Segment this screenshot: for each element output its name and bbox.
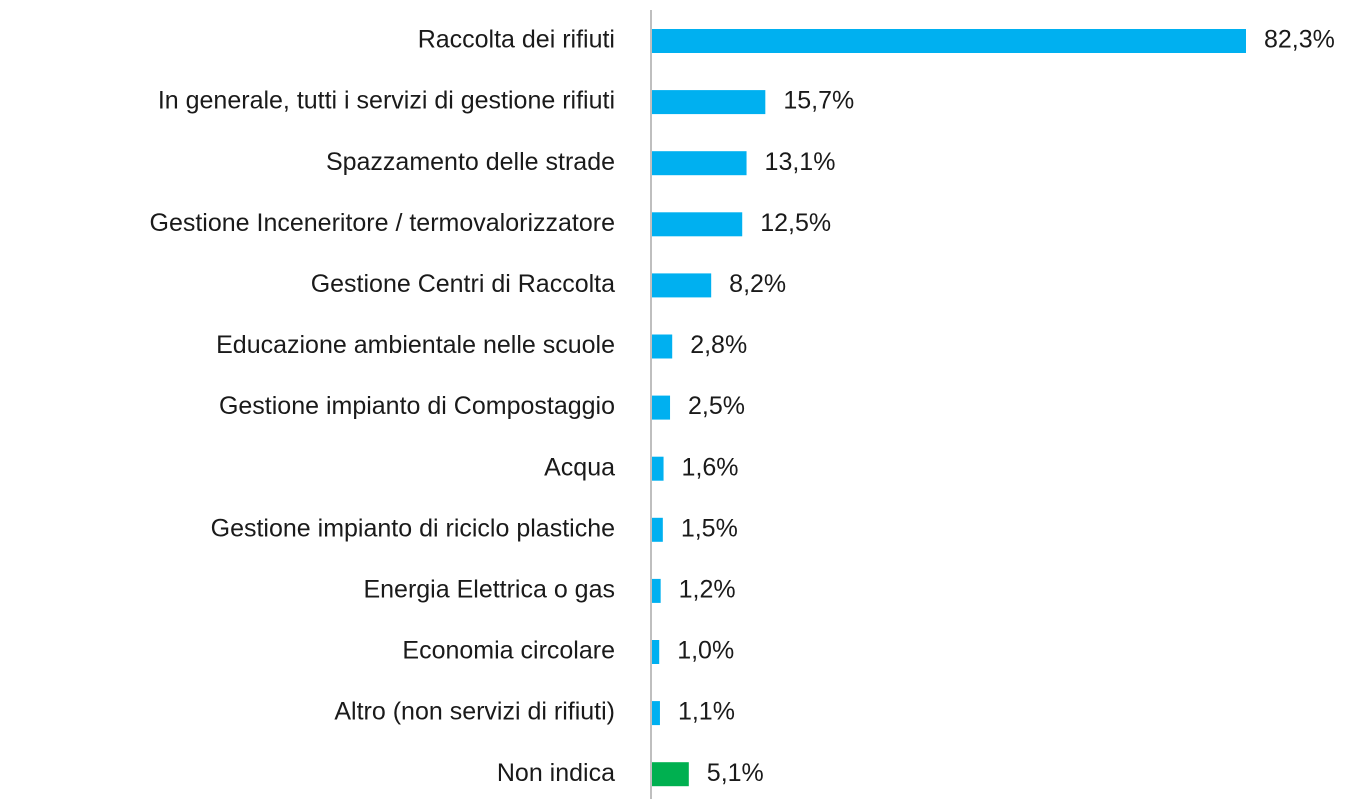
value-label: 1,0%: [677, 637, 734, 665]
bar: [652, 395, 671, 420]
value-label: 13,1%: [765, 148, 836, 176]
category-label: Gestione Centri di Raccolta: [311, 270, 615, 298]
bar: [652, 334, 673, 359]
value-label: 15,7%: [783, 87, 854, 115]
category-label: Spazzamento delle strade: [326, 148, 615, 176]
category-label: Non indica: [497, 759, 615, 787]
value-label: 1,1%: [678, 698, 735, 726]
bar: [652, 273, 712, 298]
value-label: 12,5%: [760, 209, 831, 237]
bar: [652, 640, 660, 664]
bar: [652, 90, 766, 115]
category-label: Gestione impianto di riciclo plastiche: [211, 514, 615, 542]
bar: [652, 762, 689, 787]
value-label: 8,2%: [729, 270, 786, 298]
value-label: 1,5%: [681, 514, 738, 542]
category-label: In generale, tutti i servizi di gestione…: [158, 87, 615, 115]
bar: [652, 578, 661, 603]
category-label: Energia Elettrica o gas: [363, 576, 615, 604]
category-label: Gestione impianto di Compostaggio: [219, 392, 615, 420]
category-label: Altro (non servizi di rifiuti): [334, 698, 615, 726]
value-label: 5,1%: [707, 759, 764, 787]
bar: [652, 151, 747, 176]
category-label: Economia circolare: [402, 637, 615, 665]
value-label: 1,2%: [679, 576, 736, 604]
value-label: 1,6%: [682, 453, 739, 481]
bar: [652, 517, 663, 542]
value-label: 2,5%: [688, 392, 745, 420]
bar: [652, 29, 1246, 53]
category-label: Acqua: [544, 453, 615, 481]
value-label: 82,3%: [1264, 26, 1335, 54]
bar: [652, 212, 743, 237]
category-label: Educazione ambientale nelle scuole: [216, 331, 615, 359]
category-label: Gestione Inceneritore / termovalorizzato…: [150, 209, 616, 237]
value-label: 2,8%: [690, 331, 747, 359]
bar: [652, 701, 660, 726]
category-label: Raccolta dei rifiuti: [418, 26, 615, 54]
bar: [652, 456, 664, 481]
